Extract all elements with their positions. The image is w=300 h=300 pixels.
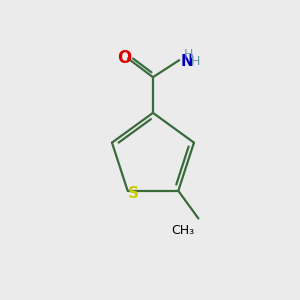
Text: CH₃: CH₃ <box>172 224 195 237</box>
Text: H: H <box>191 55 200 68</box>
Text: H: H <box>184 48 194 62</box>
Text: O: O <box>117 50 132 68</box>
Text: N: N <box>181 54 194 69</box>
Text: S: S <box>128 186 139 201</box>
